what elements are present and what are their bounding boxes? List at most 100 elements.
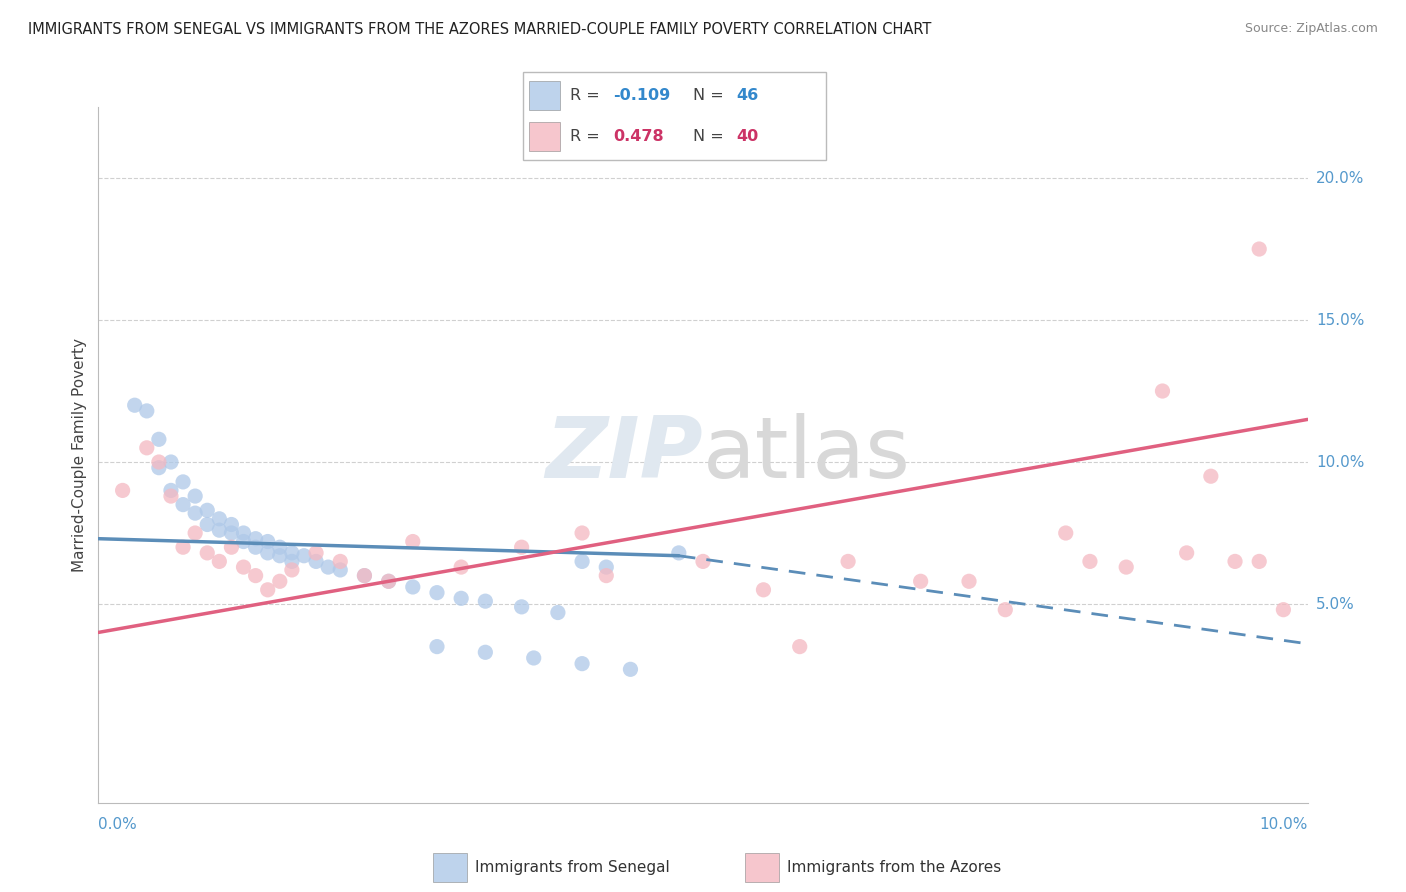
Point <box>668 546 690 560</box>
Point <box>135 404 157 418</box>
Text: 0.0%: 0.0% <box>98 817 138 831</box>
Point <box>245 568 267 582</box>
Text: 0.478: 0.478 <box>613 129 664 144</box>
FancyBboxPatch shape <box>523 72 827 160</box>
Point <box>195 546 218 560</box>
Point <box>148 455 170 469</box>
Text: N =: N = <box>693 129 730 144</box>
Text: N =: N = <box>693 88 730 103</box>
Point <box>172 475 194 489</box>
Text: 10.0%: 10.0% <box>1316 455 1364 469</box>
Point <box>474 645 496 659</box>
Point <box>195 517 218 532</box>
Point <box>184 489 207 503</box>
Point <box>160 455 183 469</box>
Point <box>305 546 328 560</box>
Point <box>910 574 932 589</box>
Point <box>111 483 134 498</box>
Point <box>510 540 533 554</box>
Point <box>619 662 641 676</box>
Point <box>172 498 194 512</box>
Point <box>1272 603 1295 617</box>
Point <box>269 549 291 563</box>
Point <box>232 534 254 549</box>
Point <box>789 640 811 654</box>
Text: 40: 40 <box>737 129 759 144</box>
Point <box>160 483 183 498</box>
Point <box>1115 560 1137 574</box>
Point <box>994 603 1017 617</box>
Point <box>523 651 546 665</box>
Point <box>1199 469 1222 483</box>
Y-axis label: Married-Couple Family Poverty: Married-Couple Family Poverty <box>72 338 87 572</box>
Text: R =: R = <box>569 88 605 103</box>
Point <box>595 560 617 574</box>
Point <box>281 554 304 568</box>
Bar <box>433 854 467 881</box>
Point <box>329 563 352 577</box>
Point <box>221 526 243 541</box>
Point <box>1175 546 1198 560</box>
Point <box>402 580 425 594</box>
Point <box>1078 554 1101 568</box>
Point <box>1054 526 1077 541</box>
Point <box>1249 242 1271 256</box>
Text: 15.0%: 15.0% <box>1316 312 1364 327</box>
Point <box>377 574 399 589</box>
Point <box>148 460 170 475</box>
Point <box>305 554 328 568</box>
Point <box>184 506 207 520</box>
Point <box>571 554 593 568</box>
Point <box>1152 384 1174 398</box>
Point <box>281 563 304 577</box>
Point <box>510 599 533 614</box>
Point <box>232 526 254 541</box>
Point <box>547 606 569 620</box>
Point <box>232 560 254 574</box>
Point <box>208 512 231 526</box>
Point <box>124 398 146 412</box>
Text: -0.109: -0.109 <box>613 88 671 103</box>
Text: ZIP: ZIP <box>546 413 703 497</box>
Point <box>752 582 775 597</box>
Point <box>595 568 617 582</box>
Point <box>256 534 278 549</box>
Point <box>377 574 399 589</box>
Point <box>281 546 304 560</box>
Point <box>957 574 980 589</box>
Point <box>148 432 170 446</box>
Point <box>221 517 243 532</box>
Text: Immigrants from the Azores: Immigrants from the Azores <box>787 860 1001 875</box>
Point <box>1249 554 1271 568</box>
Point <box>172 540 194 554</box>
Point <box>450 591 472 606</box>
Point <box>245 540 267 554</box>
Text: 46: 46 <box>737 88 759 103</box>
Point <box>184 526 207 541</box>
Text: Immigrants from Senegal: Immigrants from Senegal <box>475 860 671 875</box>
Bar <box>530 122 561 151</box>
Point <box>571 526 593 541</box>
Point <box>474 594 496 608</box>
Point <box>135 441 157 455</box>
Text: Source: ZipAtlas.com: Source: ZipAtlas.com <box>1244 22 1378 36</box>
Point <box>692 554 714 568</box>
Point <box>269 574 291 589</box>
Text: IMMIGRANTS FROM SENEGAL VS IMMIGRANTS FROM THE AZORES MARRIED-COUPLE FAMILY POVE: IMMIGRANTS FROM SENEGAL VS IMMIGRANTS FR… <box>28 22 932 37</box>
Point <box>571 657 593 671</box>
Point <box>353 568 375 582</box>
Text: 10.0%: 10.0% <box>1260 817 1308 831</box>
Text: 5.0%: 5.0% <box>1316 597 1354 612</box>
Point <box>329 554 352 568</box>
Point <box>402 534 425 549</box>
Point <box>208 523 231 537</box>
Bar <box>530 81 561 110</box>
Point <box>245 532 267 546</box>
Point <box>316 560 339 574</box>
Point <box>837 554 859 568</box>
Point <box>221 540 243 554</box>
Text: atlas: atlas <box>703 413 911 497</box>
Point <box>353 568 375 582</box>
Text: 20.0%: 20.0% <box>1316 170 1364 186</box>
Point <box>426 640 449 654</box>
